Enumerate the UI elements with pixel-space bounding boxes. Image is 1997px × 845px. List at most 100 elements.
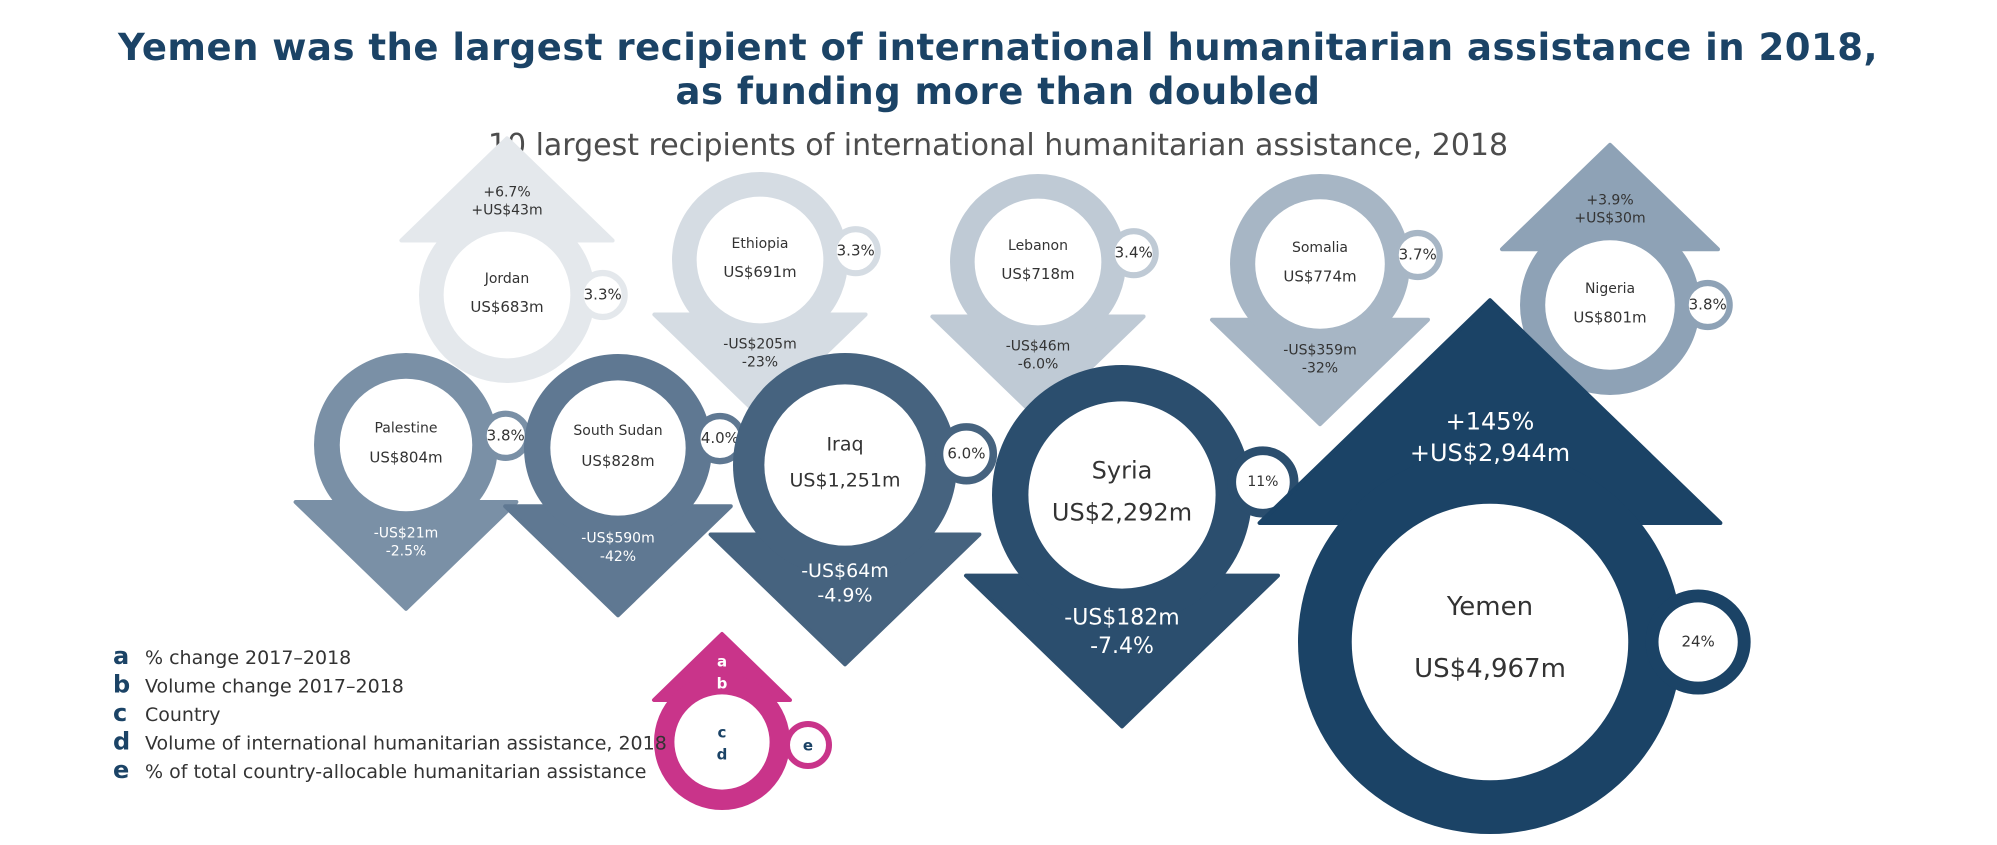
legend-key-a: a — [113, 642, 129, 670]
country-name: Palestine — [374, 420, 437, 436]
volume-change-label: -US$21m — [374, 525, 439, 541]
country-name: Ethiopia — [731, 236, 788, 252]
legend-sample-inner — [674, 694, 770, 790]
volume-ring-inner — [1545, 240, 1675, 370]
legend-text-b: Volume change 2017–2018 — [145, 676, 404, 698]
pct-change-label: -32% — [1302, 361, 1338, 377]
country-name: South Sudan — [573, 423, 662, 439]
volume-change-label: -US$46m — [1006, 338, 1071, 354]
chart-title-line1: Yemen was the largest recipient of inter… — [117, 26, 1878, 69]
share-bubble — [935, 423, 998, 485]
legend-sample-share — [784, 721, 832, 769]
share-label: 3.4% — [1115, 244, 1153, 262]
country-volume: US$2,292m — [1052, 499, 1192, 527]
share-bubble — [1108, 228, 1159, 279]
legend-sample-bubble: ab cd e — [652, 632, 832, 810]
share-bubble — [830, 226, 881, 277]
pct-change-label: -42% — [600, 549, 636, 565]
legend-key-c: c — [113, 699, 127, 727]
country-bubble-nigeria: Nigeria US$801m 3.8% +3.9% +US$30m — [1500, 142, 1733, 395]
country-volume: US$804m — [369, 449, 442, 467]
volume-ring-inner — [1255, 199, 1385, 329]
country-name: Iraq — [826, 433, 863, 455]
country-name: Syria — [1092, 457, 1153, 485]
volume-change-label: +US$2,944m — [1410, 439, 1570, 467]
country-bubble-ethiopia: Ethiopia US$691m 3.3% -US$205m -23% — [652, 172, 881, 419]
legend-sample-key-b: b — [717, 675, 728, 693]
legend-text-a: % change 2017–2018 — [145, 647, 351, 669]
share-label: 24% — [1681, 633, 1714, 651]
volume-change-label: +US$30m — [1574, 211, 1645, 227]
country-volume: US$718m — [1001, 265, 1074, 283]
pct-change-label: -7.4% — [1090, 634, 1154, 659]
pct-change-label: +3.9% — [1586, 192, 1633, 208]
legend-key-e: e — [113, 756, 129, 784]
country-bubble-somalia: Somalia US$774m 3.7% -US$359m -32% — [1210, 174, 1443, 427]
share-label: 3.7% — [1399, 246, 1437, 264]
volume-change-label: -US$359m — [1283, 342, 1356, 358]
country-volume: US$683m — [470, 298, 543, 316]
country-volume: US$691m — [723, 263, 796, 281]
share-label: 3.8% — [487, 426, 525, 444]
country-bubble-yemen: Yemen US$4,967m 24% +145% +US$2,944m — [1257, 298, 1751, 834]
share-bubble — [1645, 589, 1751, 695]
pct-change-label: +145% — [1446, 408, 1535, 436]
country-name: Jordan — [484, 271, 530, 287]
share-bubble — [577, 269, 628, 321]
country-name: Nigeria — [1585, 281, 1635, 297]
pct-change-label: -6.0% — [1018, 356, 1059, 372]
country-bubble-lebanon: Lebanon US$718m 3.4% -US$46m -6.0% — [930, 174, 1159, 421]
volume-ring-inner — [550, 380, 686, 516]
country-volume: US$828m — [581, 452, 654, 470]
volume-ring-inner — [443, 231, 571, 359]
legend-text-e: % of total country-allocable humanitaria… — [145, 761, 646, 783]
share-label: 6.0% — [947, 444, 985, 462]
volume-ring-inner — [974, 198, 1102, 326]
volume-ring-inner — [1351, 503, 1629, 781]
volume-change-label: -US$590m — [581, 531, 654, 547]
volume-ring-inner — [764, 384, 926, 546]
share-label: 3.8% — [1689, 296, 1727, 314]
country-bubble-south-sudan: South Sudan US$828m 4.0% -US$590m -42% — [503, 354, 746, 618]
legend-sample-key-e: e — [803, 737, 813, 755]
share-label: 3.3% — [584, 286, 622, 304]
country-name: Somalia — [1292, 240, 1348, 256]
share-label: 11% — [1247, 474, 1278, 490]
volume-change-label: -US$64m — [801, 560, 889, 582]
country-name: Lebanon — [1008, 238, 1068, 254]
share-bubble — [1392, 229, 1443, 281]
share-label: 4.0% — [701, 429, 739, 447]
legend-text-d: Volume of international humanitarian ass… — [145, 733, 667, 755]
legend-sample-key-a: a — [717, 653, 727, 671]
legend-sample-key-d: d — [717, 746, 728, 764]
country-volume: US$4,967m — [1414, 654, 1566, 684]
pct-change-label: -23% — [742, 354, 778, 370]
chart-subtitle: 10 largest recipients of international h… — [488, 128, 1508, 163]
volume-ring-inner — [1028, 401, 1216, 589]
pct-change-label: -2.5% — [386, 544, 427, 560]
legend-text-c: Country — [145, 704, 220, 726]
volume-change-label: +US$43m — [471, 203, 542, 219]
volume-change-label: -US$182m — [1064, 606, 1179, 631]
volume-ring-inner — [339, 378, 473, 512]
pct-change-label: -4.9% — [817, 585, 872, 607]
country-volume: US$1,251m — [790, 470, 901, 492]
country-bubble-iraq: Iraq US$1,251m 6.0% -US$64m -4.9% — [708, 353, 998, 667]
volume-change-label: -US$205m — [723, 336, 796, 352]
bubble-layer: Jordan US$683m 3.3% +6.7% +US$43m Ethiopia US$… — [293, 136, 1751, 834]
legend-key-d: d — [113, 728, 130, 756]
country-bubble-jordan: Jordan US$683m 3.3% +6.7% +US$43m — [399, 136, 628, 383]
share-label: 3.3% — [837, 242, 875, 260]
country-name: Yemen — [1446, 592, 1533, 622]
legend-key-b: b — [113, 671, 130, 699]
share-bubble — [1227, 446, 1299, 518]
volume-ring-inner — [696, 196, 824, 324]
country-volume: US$774m — [1283, 267, 1356, 285]
pct-change-label: +6.7% — [483, 185, 530, 201]
chart-title-line2: as funding more than doubled — [676, 70, 1321, 113]
country-bubble-palestine: Palestine US$804m 3.8% -US$21m -2.5% — [293, 353, 531, 611]
legend-sample-key-c: c — [718, 724, 727, 742]
country-bubble-syria: Syria US$2,292m 11% -US$182m -7.4% — [964, 365, 1299, 729]
